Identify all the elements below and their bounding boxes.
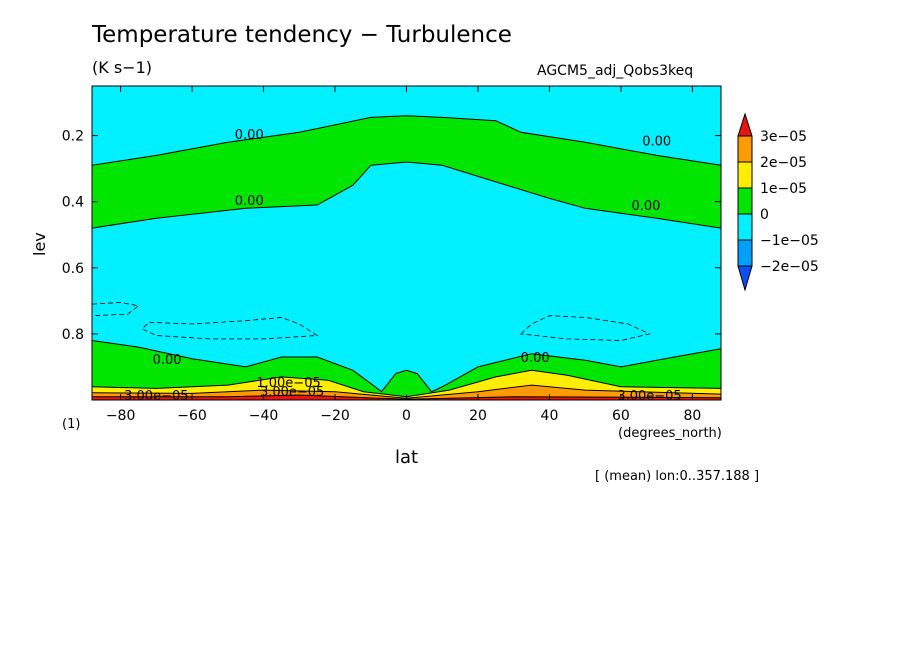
colorbar: 3e−05 2e−05 1e−05 0 −1e−05 −2e−05 [737,112,819,292]
y-tick-label: 0.6 [62,261,84,277]
colorbar-swatch [737,161,753,189]
y-axis-ticks: 0.2 0.4 0.6 0.8 [62,129,721,343]
contour-label: 3.00e−05 [124,389,188,404]
mean-longitude-note: [ (mean) lon:0..357.188 ] [595,469,760,484]
x-axis-unit: (degrees_north) [618,426,722,441]
contour-label: 0.00 [235,128,264,143]
colorbar-bottom-arrow [737,265,753,292]
x-tick-label: −80 [106,408,136,424]
x-tick-label: −60 [177,408,207,424]
y-tick-label: 0.8 [62,327,84,343]
contour-label: 0.00 [235,194,264,209]
colorbar-label: −2e−05 [760,259,819,275]
y-tick-label: 0.2 [62,129,84,145]
colorbar-label: 3e−05 [760,129,807,145]
x-tick-label: 20 [469,408,487,424]
negative-contour-1 [92,302,140,317]
filled-contour-regions [92,115,721,400]
negative-contour-lines [92,302,651,341]
contour-label: 0.00 [153,353,182,368]
colorbar-label: −1e−05 [760,233,819,249]
units-label: (K s−1) [92,58,152,77]
colorbar-label: 2e−05 [760,155,807,171]
contour-label: 3.00e−05 [260,385,324,400]
x-tick-label: −40 [249,408,279,424]
contour-label: 3.00e−05 [617,389,681,404]
upper-positive-band-contour [92,115,721,166]
x-axis-label: lat [395,447,419,468]
colorbar-swatch [737,213,753,241]
y-tick-label: 0.4 [62,195,84,211]
colorbar-label: 0 [760,207,769,223]
x-axis-ticks: −80 −60 −40 −20 0 20 40 60 80 [106,86,701,424]
contour-label: 1.00e−05 [256,376,320,391]
negative-contour-3 [519,315,651,341]
x-tick-label: 40 [541,408,559,424]
chart-title: Temperature tendency − Turbulence [92,22,512,48]
colorbar-swatch [737,187,753,215]
x-tick-label: −20 [320,408,350,424]
page-number: (1) [62,417,81,432]
contour-label: 0.00 [521,351,550,366]
x-tick-label: 60 [612,408,630,424]
contour-label: 0.00 [631,199,660,214]
upper-positive-band [92,115,721,229]
lower-positive-band-contour [92,340,721,393]
colorbar-label: 1e−05 [760,181,807,197]
contour-label: 0.00 [642,135,671,150]
experiment-label: AGCM5_adj_Qobs3keq [537,63,694,79]
negative-contour-2 [141,316,319,340]
colorbar-top-arrow [737,112,753,137]
x-tick-label: 80 [683,408,701,424]
lower-red-layer-contour [92,394,721,400]
x-tick-label: 0 [402,408,411,424]
colorbar-swatch [737,135,753,163]
upper-positive-band-lower-contour [92,161,721,229]
colorbar-swatch [737,239,753,267]
